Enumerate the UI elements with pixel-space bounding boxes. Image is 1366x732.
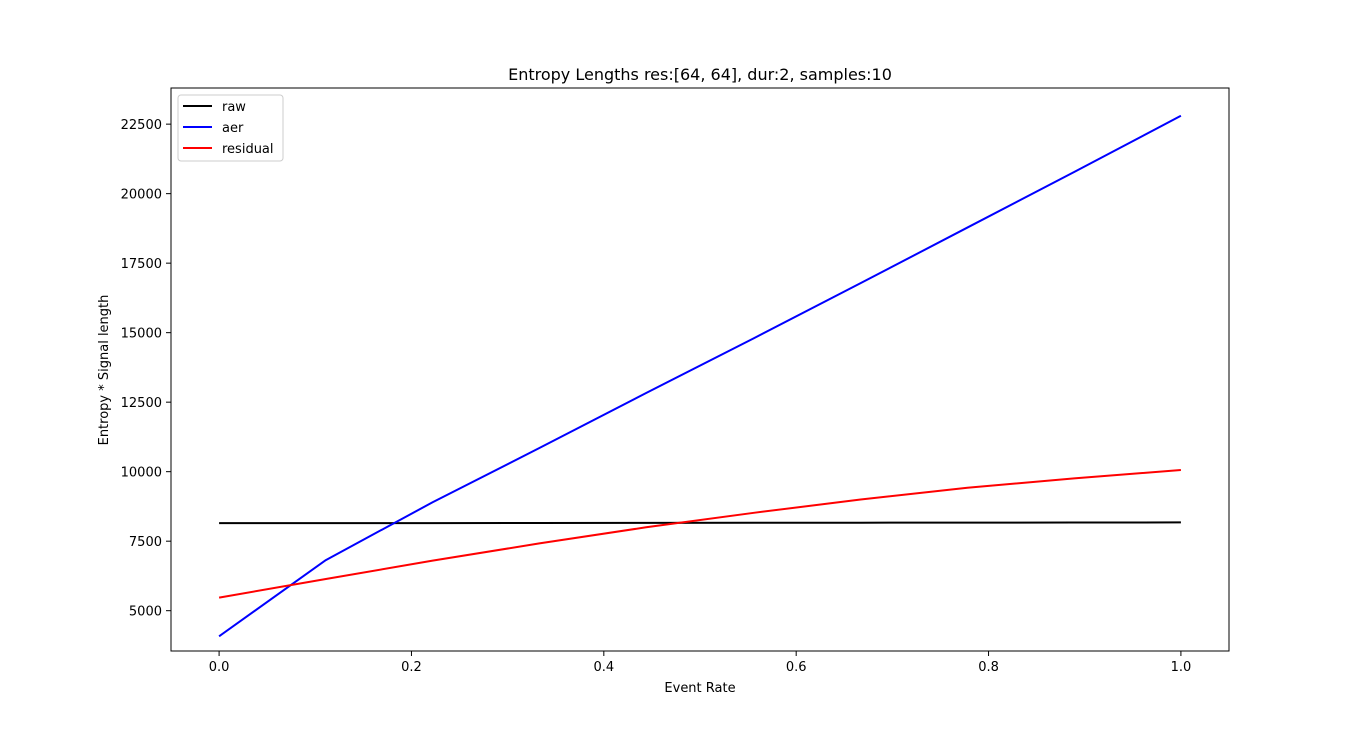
chart-title: Entropy Lengths res:[64, 64], dur:2, sam… [508, 65, 892, 84]
y-tick-label: 15000 [121, 327, 162, 342]
legend: raw aer residual [177, 94, 284, 162]
x-axis-label: Event Rate [664, 681, 735, 696]
y-tick-label: 7500 [129, 535, 162, 550]
x-tick-label: 0.0 [209, 660, 230, 675]
series-line-aer [218, 114, 1182, 638]
legend-label-aer: aer [222, 121, 244, 136]
y-tick-label: 22500 [121, 118, 162, 133]
y-tick-label: 20000 [121, 188, 162, 203]
series-line-residual [218, 469, 1181, 599]
legend-label-raw: raw [222, 100, 246, 115]
x-axis: 0.0 0.2 0.4 0.6 0.8 1.0 [209, 651, 1192, 675]
plot-area-frame [170, 87, 1230, 652]
legend-label-residual: residual [222, 142, 274, 157]
y-tick-label: 10000 [121, 466, 162, 481]
y-tick-label: 5000 [129, 605, 162, 620]
legend-box [177, 94, 284, 162]
series-layer [218, 114, 1182, 638]
x-tick-label: 0.2 [401, 660, 422, 675]
y-axis: 5000 7500 10000 12500 15000 17500 20000 22500 [121, 118, 171, 620]
x-tick-label: 1.0 [1171, 660, 1192, 675]
x-tick-label: 0.8 [978, 660, 999, 675]
x-tick-label: 0.4 [593, 660, 614, 675]
y-axis-label: Entropy * Signal length [97, 295, 112, 446]
x-tick-label: 0.6 [786, 660, 807, 675]
y-tick-label: 17500 [121, 257, 162, 272]
series-line-raw [219, 521, 1181, 525]
y-tick-label: 12500 [121, 396, 162, 411]
